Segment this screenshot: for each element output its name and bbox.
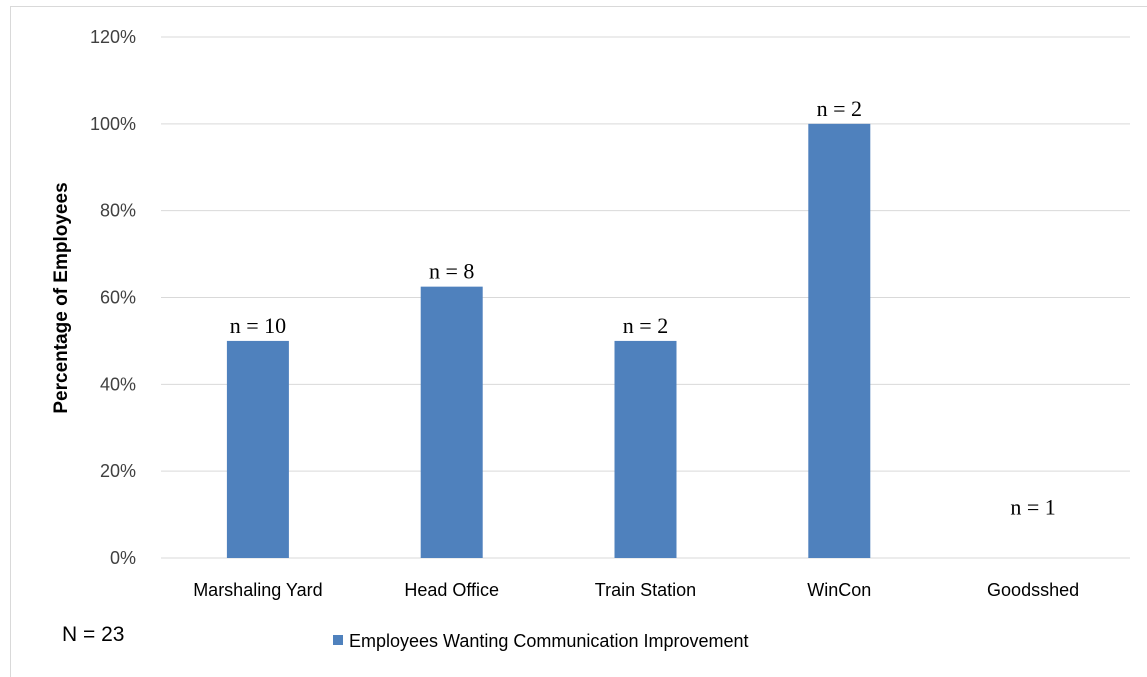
y-tick-label: 40%: [100, 374, 136, 394]
bar: [420, 286, 483, 558]
x-tick-label: Marshaling Yard: [193, 580, 322, 600]
y-tick-label: 100%: [90, 114, 136, 134]
legend-swatch: [333, 635, 343, 645]
y-tick-label: 0%: [110, 548, 136, 568]
data-label: n = 10: [230, 313, 286, 338]
x-tick-label: Goodsshed: [987, 580, 1079, 600]
x-tick-labels: Marshaling Yard Head Office Train Station W…: [193, 580, 1079, 600]
y-axis-title: Percentage of Employees: [51, 182, 72, 413]
y-tick-label: 20%: [100, 461, 136, 481]
y-tick-label: 120%: [90, 27, 136, 47]
data-label: n = 2: [623, 313, 668, 338]
x-tick-label: Train Station: [595, 580, 696, 600]
data-label: n = 1: [1010, 495, 1055, 520]
bar: [808, 123, 871, 558]
legend: Employees Wanting Communication Improvem…: [333, 631, 749, 651]
x-tick-label: Head Office: [404, 580, 499, 600]
y-tick-labels: 0% 20% 40% 60% 80% 100% 120%: [90, 27, 136, 568]
legend-label: Employees Wanting Communication Improvem…: [349, 631, 749, 651]
y-tick-label: 80%: [100, 201, 136, 221]
bars: [226, 123, 871, 558]
x-tick-label: WinCon: [807, 580, 871, 600]
bar: [614, 340, 677, 558]
chart-frame: [10, 6, 1147, 677]
sample-size-annotation: N = 23: [62, 623, 124, 646]
data-label: n = 8: [429, 259, 474, 284]
data-label: n = 2: [817, 96, 862, 121]
data-labels: n = 10 n = 8 n = 2 n = 2 n = 1: [230, 96, 1056, 520]
bar: [226, 340, 289, 558]
y-tick-label: 60%: [100, 288, 136, 308]
